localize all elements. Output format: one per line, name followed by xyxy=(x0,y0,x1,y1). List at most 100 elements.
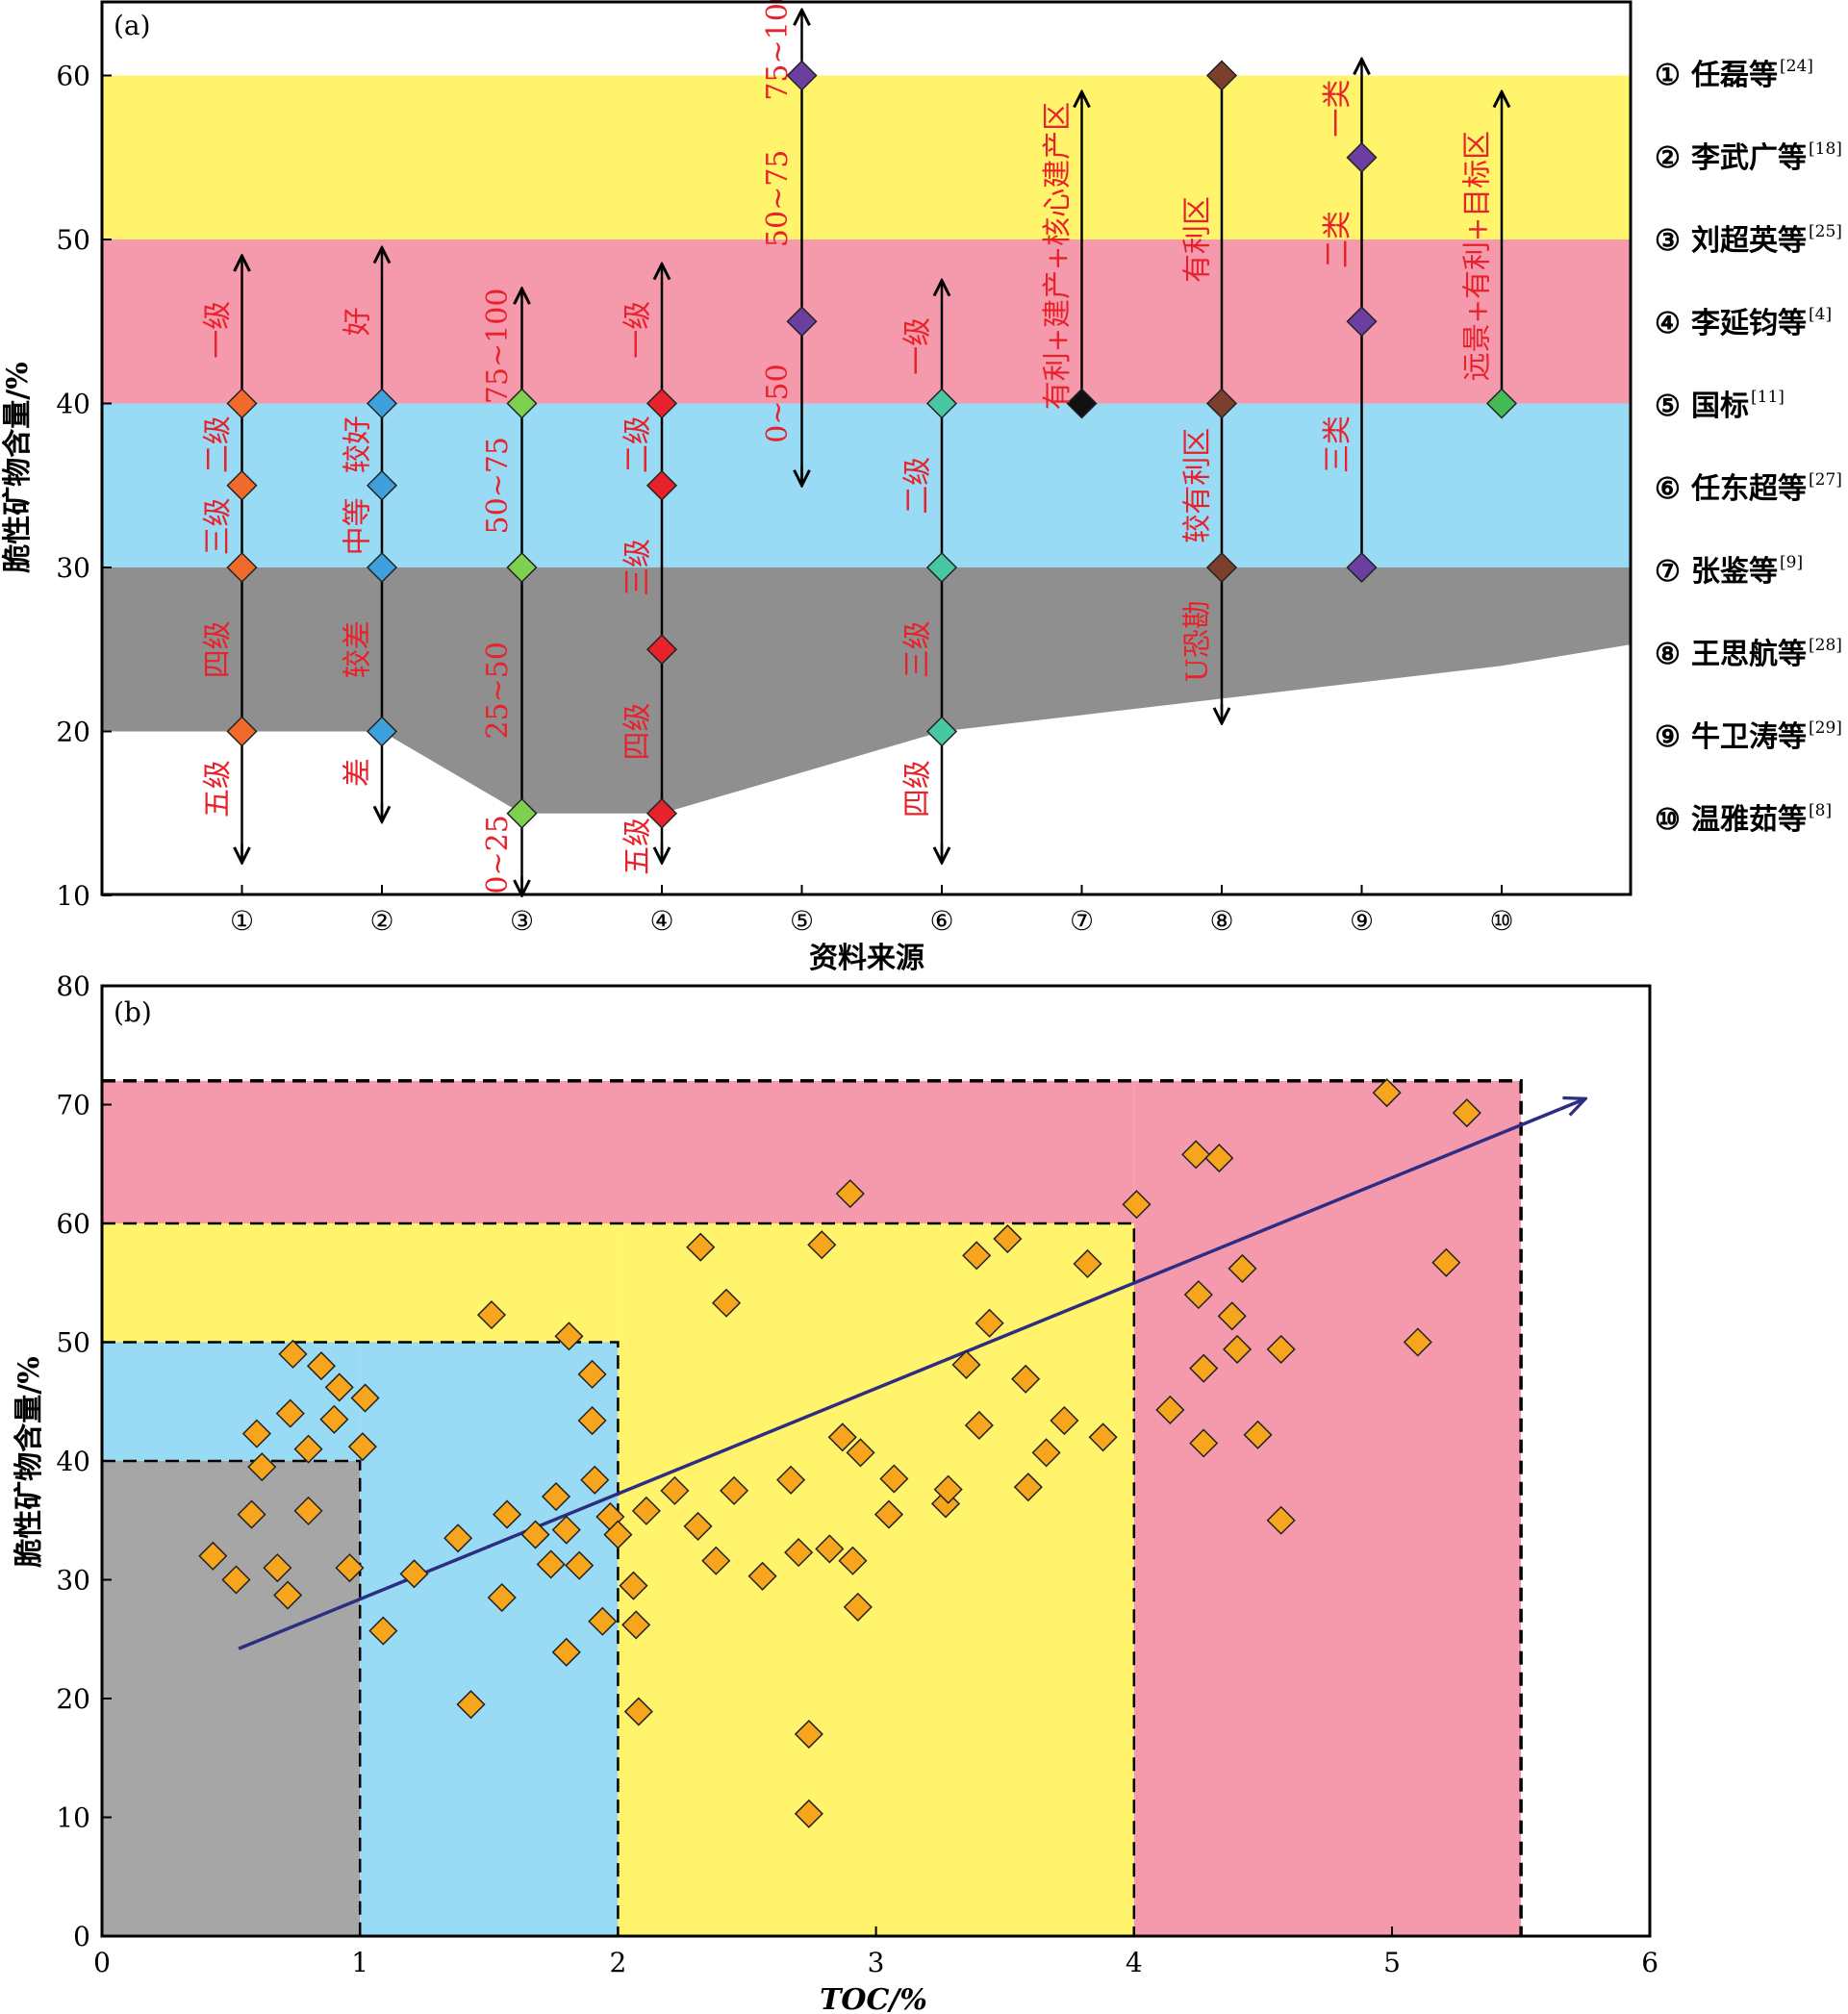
data-point xyxy=(631,1496,661,1525)
x-tick-label: ⑨ xyxy=(1350,905,1374,937)
panel-b-boundaries xyxy=(102,1079,1523,1936)
data-point xyxy=(293,1434,323,1464)
data-point xyxy=(335,1553,365,1583)
x-tick-label: 1 xyxy=(351,1947,368,1978)
grade-label: 三级 xyxy=(201,497,235,555)
legend-name: 任东超等 xyxy=(1690,472,1807,506)
data-point xyxy=(198,1541,228,1571)
grade-label: 二类 xyxy=(1321,211,1354,268)
legend-mark: ⑧ xyxy=(1655,638,1681,671)
grade-label: 一级 xyxy=(201,301,235,359)
data-point xyxy=(275,1398,305,1428)
panel-a-y-axis: 10 20 30 40 50 60 xyxy=(56,61,112,912)
grade-label: 差 xyxy=(342,758,375,787)
data-point xyxy=(843,1592,873,1622)
x-tick-label: 6 xyxy=(1641,1947,1658,1978)
legend-item: ⑩ 温雅茹等 [8] xyxy=(1655,801,1832,837)
source-7-point xyxy=(1066,388,1098,419)
source-6-point xyxy=(925,551,958,584)
y-tick-label: 60 xyxy=(56,61,90,92)
legend-item: ⑨ 牛卫涛等 [29] xyxy=(1655,718,1842,754)
data-point xyxy=(846,1438,875,1468)
grade-label: 远景+有利+目标区 xyxy=(1461,131,1495,381)
data-point xyxy=(551,1637,581,1667)
x-tick-label: 0 xyxy=(93,1947,111,1978)
x-tick-label: ① xyxy=(230,905,254,937)
y-tick-label: 80 xyxy=(56,970,90,1002)
data-point xyxy=(711,1288,742,1318)
data-point xyxy=(1403,1327,1432,1357)
data-point xyxy=(873,1499,904,1529)
data-point xyxy=(350,1383,380,1413)
legend-ref: [18] xyxy=(1809,139,1842,159)
grade-label: 较差 xyxy=(342,620,375,678)
data-point xyxy=(1050,1405,1079,1436)
data-point xyxy=(1031,1438,1061,1468)
data-point xyxy=(1013,1473,1043,1502)
y-tick-label: 10 xyxy=(56,1802,90,1834)
data-point xyxy=(720,1475,749,1505)
data-point xyxy=(551,1515,581,1545)
source-4-point xyxy=(646,469,678,501)
data-point xyxy=(399,1559,429,1589)
region-5 xyxy=(1133,1080,1522,1936)
source-2-series xyxy=(366,248,398,822)
legend-name: 国标 xyxy=(1691,390,1749,423)
data-point xyxy=(784,1538,814,1568)
data-point xyxy=(827,1422,857,1452)
source-2-point xyxy=(366,388,398,419)
data-point xyxy=(443,1523,473,1553)
data-point xyxy=(456,1690,486,1720)
data-point xyxy=(933,1474,963,1504)
y-tick-label: 60 xyxy=(56,1208,90,1240)
data-point xyxy=(1183,1280,1213,1310)
source-1-point xyxy=(226,716,258,747)
panel-a-x-axis-title: 资料来源 xyxy=(809,942,924,975)
x-tick-label: ③ xyxy=(510,905,534,937)
legend-mark: ⑨ xyxy=(1655,720,1681,754)
y-tick-label: 30 xyxy=(56,552,90,584)
legend-ref: [27] xyxy=(1809,470,1842,490)
data-point xyxy=(962,1241,992,1271)
grade-label: 三类 xyxy=(1321,415,1354,473)
data-point xyxy=(683,1511,713,1541)
grade-label: 较有利区 xyxy=(1181,428,1215,543)
source-2-point xyxy=(366,551,398,584)
grade-label: 有利区 xyxy=(1181,196,1215,283)
data-point xyxy=(520,1520,550,1549)
data-point xyxy=(1181,1140,1211,1170)
legend-name: 刘超英等 xyxy=(1691,224,1807,258)
source-6-point xyxy=(925,388,958,419)
grade-label: 50~75 xyxy=(481,437,515,534)
trend-line xyxy=(238,1098,1585,1650)
region-1 xyxy=(360,1342,619,1936)
grade-label: 75~100 xyxy=(761,0,795,101)
data-point xyxy=(1073,1248,1102,1279)
data-point xyxy=(237,1499,266,1529)
data-point xyxy=(701,1546,731,1575)
data-point xyxy=(807,1230,837,1260)
x-tick-label: ⑩ xyxy=(1489,905,1513,937)
source-9-point xyxy=(1346,306,1378,338)
data-point xyxy=(1266,1505,1296,1535)
grade-label: 75~100 xyxy=(481,289,515,405)
panel-b-regions xyxy=(102,1080,1522,1936)
data-point xyxy=(565,1550,595,1580)
data-point xyxy=(1189,1428,1219,1458)
data-point xyxy=(577,1359,607,1389)
panel-b-trend xyxy=(238,1098,1585,1650)
source-4-series xyxy=(646,264,678,863)
data-point xyxy=(577,1405,607,1436)
legend-mark: ② xyxy=(1655,141,1681,175)
data-point xyxy=(368,1616,398,1646)
y-tick-label: 0 xyxy=(73,1921,90,1952)
x-tick-label: ⑥ xyxy=(929,905,953,937)
data-point xyxy=(776,1465,806,1495)
grade-label: 三级 xyxy=(621,539,655,596)
panel-a-x-axis: ① ② ③ ④ ⑤ ⑥ ⑦ ⑧ ⑨ ⑩ xyxy=(230,885,1514,937)
source-6-series xyxy=(925,281,958,863)
data-point xyxy=(263,1553,292,1583)
legend-name: 温雅茹等 xyxy=(1691,803,1807,837)
legend-name: 牛卫涛等 xyxy=(1691,720,1807,754)
source-9-point xyxy=(1346,551,1378,584)
